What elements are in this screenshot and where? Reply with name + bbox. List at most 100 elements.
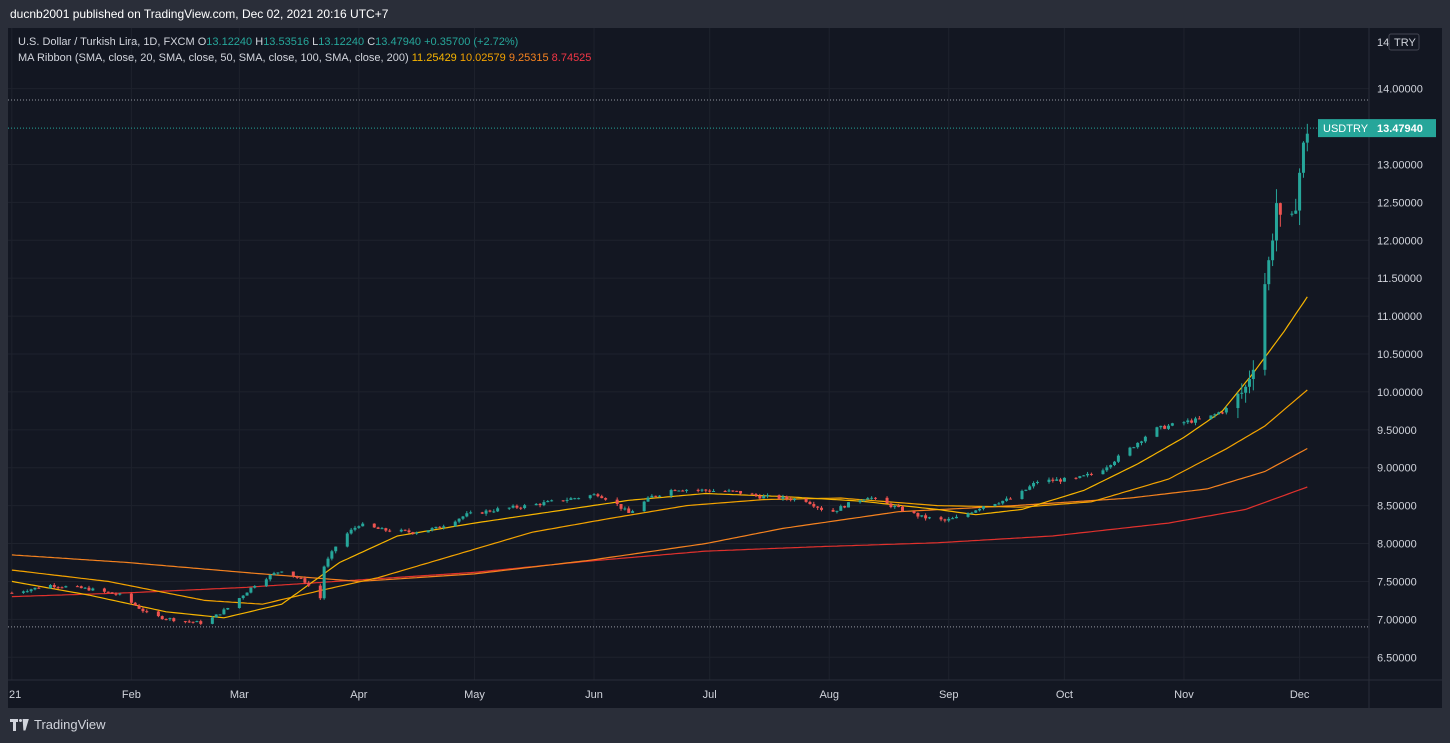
candle-body <box>426 530 430 533</box>
candle-body <box>1247 379 1251 387</box>
candle-body <box>804 498 808 502</box>
candle-body <box>457 518 461 522</box>
candle-body <box>488 510 492 512</box>
candle-body <box>669 490 673 496</box>
candle-body <box>1213 414 1217 416</box>
y-tick-label: 10.00000 <box>1377 387 1423 399</box>
candle-body <box>1032 482 1036 487</box>
candle-body <box>739 490 743 494</box>
chart-frame[interactable]: 14.00000 13.00000 12.50000 12.00000 11.50000… <box>8 28 1442 708</box>
candle-body <box>658 495 662 497</box>
candle-body <box>222 609 226 615</box>
axes: 14.00000 13.00000 12.50000 12.00000 11.50000… <box>8 28 1442 708</box>
candle-body <box>604 498 608 500</box>
candle-body <box>1298 172 1302 211</box>
candle-body <box>272 573 276 575</box>
candle-body <box>218 614 222 616</box>
candle-body <box>1086 473 1090 476</box>
candle-body <box>361 523 365 527</box>
candle-body <box>793 498 797 501</box>
candlestick-chart[interactable]: 14.00000 13.00000 12.50000 12.00000 11.50000… <box>8 28 1442 708</box>
candle-body <box>1240 392 1244 394</box>
candle-body <box>1059 479 1063 482</box>
y-tick-label: 8.50000 <box>1377 501 1417 513</box>
candle-body <box>1132 447 1136 449</box>
candle-body <box>1197 418 1201 420</box>
candle-body <box>1020 490 1024 499</box>
candle-body <box>596 494 600 497</box>
legend-ma50: 10.02579 <box>459 52 506 64</box>
candle-body <box>1128 447 1132 456</box>
currency-badge[interactable] <box>1388 33 1420 51</box>
candle-body <box>700 489 704 491</box>
candle-body <box>777 495 781 499</box>
candle-body <box>133 602 137 606</box>
candle-body <box>318 585 322 599</box>
candle-body <box>21 591 25 593</box>
candle-body <box>1082 475 1086 477</box>
candle-body <box>704 489 708 491</box>
candle-body <box>966 513 970 517</box>
y-tick-label: 9.50000 <box>1377 425 1417 437</box>
candle-body <box>264 579 268 587</box>
legend-change: +0.35700 (+2.72%) <box>424 36 519 48</box>
candle-body <box>430 528 434 531</box>
candle-body <box>1290 213 1294 215</box>
candle-body <box>37 587 41 589</box>
candle-body <box>785 496 789 499</box>
candle-body <box>1224 408 1228 413</box>
candle-body <box>141 608 145 612</box>
price-marks <box>8 99 1369 628</box>
candle-body <box>268 574 272 580</box>
legend-ma100: 9.25315 <box>508 52 549 64</box>
candle-body <box>106 591 110 593</box>
candle-body <box>862 499 866 501</box>
legend-ma-line: MA Ribbon (SMA, close, 20, SMA, close, 5… <box>18 52 591 64</box>
legend-symbol-line: U.S. Dollar / Turkish Lira, 1D, FXCM O13… <box>18 36 519 48</box>
candle-body <box>1113 461 1117 466</box>
candle-body <box>1263 284 1267 370</box>
candle-body <box>673 490 677 492</box>
tradingview-logo-icon <box>10 718 29 731</box>
y-tick-label: 7.50000 <box>1377 576 1417 588</box>
x-tick-label: Nov <box>1174 689 1194 701</box>
x-tick-label: 21 <box>9 689 21 701</box>
candle-body <box>1167 425 1171 429</box>
candle-body <box>83 587 87 589</box>
candle-body <box>1163 425 1167 429</box>
x-tick-label: Mar <box>230 689 249 701</box>
candle-body <box>642 501 646 512</box>
candle-body <box>1116 455 1120 462</box>
candle-body <box>1159 425 1163 428</box>
candle-body <box>954 516 958 519</box>
candle-body <box>411 532 415 534</box>
footer-brand-text: TradingView <box>34 717 106 732</box>
candle-body <box>1051 479 1055 481</box>
candle-body <box>712 491 716 493</box>
candle-body <box>1089 473 1093 475</box>
candle-body <box>951 518 955 520</box>
candle-body <box>912 511 916 514</box>
candle-body <box>507 507 511 509</box>
candle-body <box>245 592 249 596</box>
candle-body <box>1194 418 1198 423</box>
candle-body <box>885 497 889 504</box>
candle-body <box>839 506 843 511</box>
candle-body <box>376 527 380 529</box>
last-price-label: 13.47940 <box>1377 123 1423 135</box>
candle-body <box>195 621 199 623</box>
candle-body <box>172 618 176 622</box>
x-tick-label: Sep <box>939 689 959 701</box>
candle-body <box>1251 369 1255 380</box>
candle-body <box>1244 386 1248 393</box>
ma50-line <box>11 389 1308 605</box>
candle-body <box>565 499 569 501</box>
candle-body <box>442 526 446 528</box>
last-price-tag <box>1369 119 1436 138</box>
candle-body <box>816 506 820 508</box>
candle-body <box>577 498 581 500</box>
candle-body <box>1267 260 1271 285</box>
candle-body <box>29 589 33 592</box>
candle-body <box>927 517 931 519</box>
candle-body <box>48 585 52 589</box>
